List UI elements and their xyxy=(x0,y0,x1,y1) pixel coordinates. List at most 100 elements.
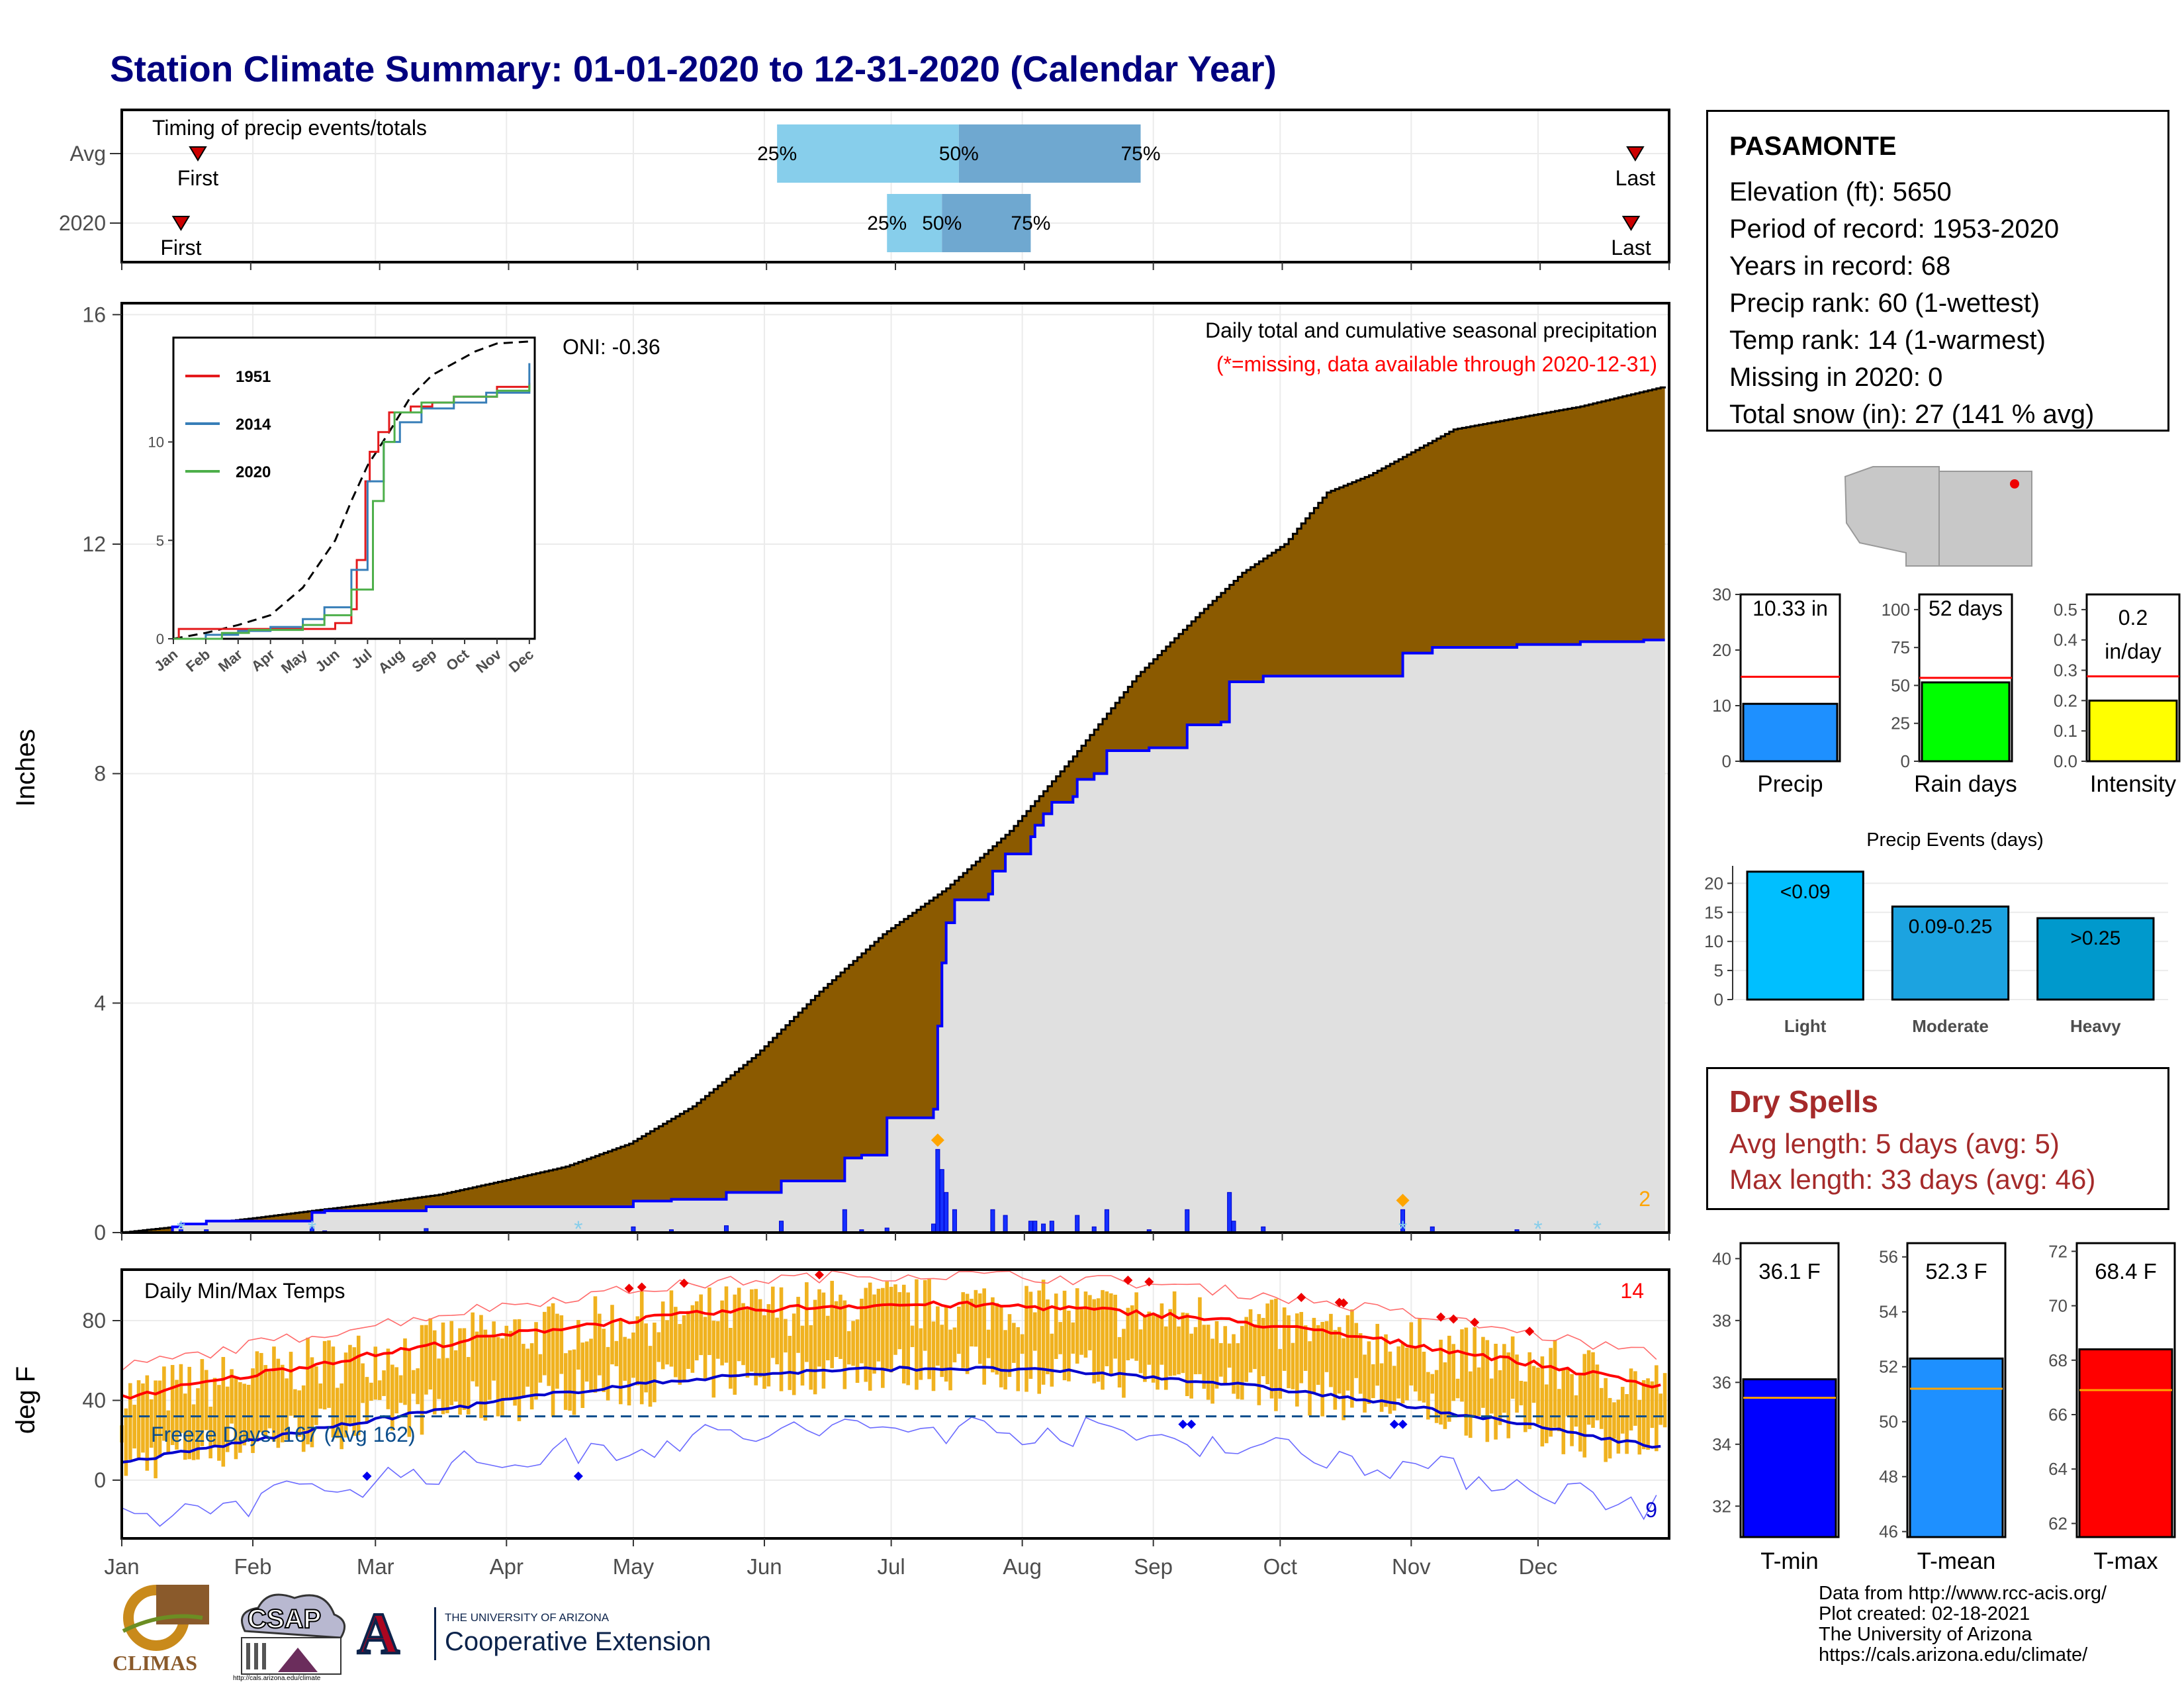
daily-temp-bar xyxy=(707,1288,711,1355)
daily-temp-bar xyxy=(458,1328,462,1415)
daily-temp-bar xyxy=(910,1325,915,1348)
daily-temp-bar xyxy=(1578,1375,1582,1452)
precip-ytick-label: 16 xyxy=(82,303,106,326)
temp-summary-ytick-label: 36 xyxy=(1712,1372,1731,1392)
daily-temp-bar xyxy=(196,1388,200,1460)
daily-temp-bar xyxy=(563,1353,568,1410)
daily-temp-bar xyxy=(1502,1344,1506,1413)
csap-logo-text: CSAP xyxy=(247,1604,322,1634)
page-title: Station Climate Summary: 01-01-2020 to 1… xyxy=(110,48,1277,89)
summary-ytick-label: 30 xyxy=(1712,585,1731,604)
daily-temp-bar xyxy=(889,1286,893,1373)
daily-temp-bar xyxy=(1206,1325,1210,1400)
daily-temp-bar xyxy=(1274,1298,1278,1411)
daily-temp-bar xyxy=(251,1368,255,1454)
credit-data-source: Data from http://www.rcc-acis.org/ xyxy=(1819,1583,2107,1604)
daily-temp-bar xyxy=(1455,1378,1460,1399)
timing-bar-50-75 xyxy=(958,124,1141,183)
station-years: Years in record: 68 xyxy=(1729,252,1951,281)
daily-temp-bar xyxy=(1028,1291,1033,1379)
ua-logo-line2: Cooperative Extension xyxy=(445,1627,711,1656)
daily-temp-bar xyxy=(394,1367,399,1414)
temp-summary-ytick-label: 52 xyxy=(1879,1357,1898,1377)
daily-temp-bar xyxy=(1232,1334,1236,1394)
daily-temp-bar xyxy=(1156,1314,1160,1390)
daily-temp-bar xyxy=(1536,1367,1540,1425)
daily-temp-bar xyxy=(792,1313,796,1395)
daily-temp-bar xyxy=(762,1315,766,1389)
daily-temp-bar xyxy=(897,1291,902,1350)
record-high-marker xyxy=(1525,1327,1535,1336)
daily-temp-bar xyxy=(416,1368,420,1405)
daily-temp-bar xyxy=(1058,1322,1062,1354)
temp-summary-bar xyxy=(1742,1378,1837,1538)
daily-temp-bar xyxy=(576,1320,580,1370)
daily-temp-bar xyxy=(272,1346,276,1442)
daily-temp-bar xyxy=(653,1323,657,1403)
daily-temp-bar xyxy=(449,1321,454,1405)
daily-precip-bar xyxy=(1104,1209,1109,1233)
events-ytick-label: 15 xyxy=(1704,902,1723,922)
daily-temp-bar xyxy=(475,1331,479,1387)
daily-temp-bar xyxy=(775,1317,779,1365)
daily-temp-bar xyxy=(834,1301,839,1357)
daily-temp-bar xyxy=(686,1311,690,1369)
daily-temp-bar xyxy=(217,1385,221,1461)
daily-temp-bar xyxy=(141,1383,145,1453)
daily-precip-bar xyxy=(939,1169,944,1233)
dry-spells-avg: Avg length: 5 days (avg: 5) xyxy=(1729,1128,2060,1159)
daily-temp-bar xyxy=(1143,1315,1147,1382)
daily-temp-bar xyxy=(906,1292,910,1385)
precip-ytick-label: 8 xyxy=(94,762,106,786)
daily-temp-bar xyxy=(1324,1321,1329,1372)
daily-precip-bar xyxy=(1075,1215,1080,1233)
summary-value-unit: in/day xyxy=(2105,639,2161,663)
daily-temp-bar xyxy=(589,1338,593,1392)
daily-temp-bar xyxy=(1020,1334,1024,1354)
daily-temp-bar xyxy=(1342,1338,1345,1421)
daily-temp-bar xyxy=(314,1366,318,1425)
dry-spells-box: Dry Spells Avg length: 5 days (avg: 5) M… xyxy=(1706,1067,2169,1210)
daily-precip-bar xyxy=(1227,1192,1232,1233)
daily-temp-bar xyxy=(170,1365,175,1445)
daily-temp-bar xyxy=(132,1405,136,1449)
daily-temp-bar xyxy=(614,1340,619,1366)
daily-temp-bar xyxy=(390,1364,394,1430)
daily-temp-bar xyxy=(1172,1291,1177,1376)
record-low-marker xyxy=(1178,1419,1188,1429)
daily-temp-bar xyxy=(322,1340,327,1410)
temp-summary-value-label: 52.3 F xyxy=(1925,1259,1987,1284)
daily-temp-bar xyxy=(715,1321,720,1359)
daily-temp-bar xyxy=(128,1383,132,1460)
daily-temp-bar xyxy=(944,1305,948,1382)
daily-temp-bar xyxy=(1257,1314,1261,1405)
daily-temp-bar xyxy=(1506,1352,1511,1438)
daily-temp-bar xyxy=(876,1288,881,1362)
snow-marker: * xyxy=(1533,1217,1542,1242)
precip-ytick-label: 4 xyxy=(94,991,106,1015)
daily-temp-bar xyxy=(365,1377,369,1422)
daily-temp-bar xyxy=(694,1301,699,1361)
daily-temp-bar xyxy=(1570,1374,1574,1446)
daily-temp-bar xyxy=(568,1350,572,1411)
events-category-label: Heavy xyxy=(2070,1016,2121,1036)
daily-temp-bar xyxy=(407,1348,412,1437)
month-label: Nov xyxy=(1392,1554,1431,1579)
daily-temp-bar xyxy=(437,1358,441,1399)
station-info-box: PASAMONTE Elevation (ft): 5650 Period of… xyxy=(1706,110,2169,432)
daily-precip-bar xyxy=(779,1221,784,1233)
events-category-label: Light xyxy=(1784,1016,1827,1036)
daily-temp-bar xyxy=(1253,1324,1257,1370)
temp-ytick-label: 0 xyxy=(94,1468,106,1492)
station-period: Period of record: 1953-2020 xyxy=(1729,214,2060,244)
daily-temp-bar xyxy=(703,1317,707,1379)
daily-temp-bar xyxy=(1544,1384,1549,1444)
credits: Data from http://www.rcc-acis.org/ Plot … xyxy=(1819,1583,2107,1665)
month-label: Sep xyxy=(1134,1554,1173,1579)
summary-ytick-label: 0 xyxy=(1901,751,1910,771)
daily-temp-bar xyxy=(1375,1323,1380,1386)
summary-ytick-label: 0.0 xyxy=(2054,751,2077,771)
temp-summary-ytick-label: 64 xyxy=(2048,1459,2068,1479)
daily-temp-bar xyxy=(403,1338,407,1405)
